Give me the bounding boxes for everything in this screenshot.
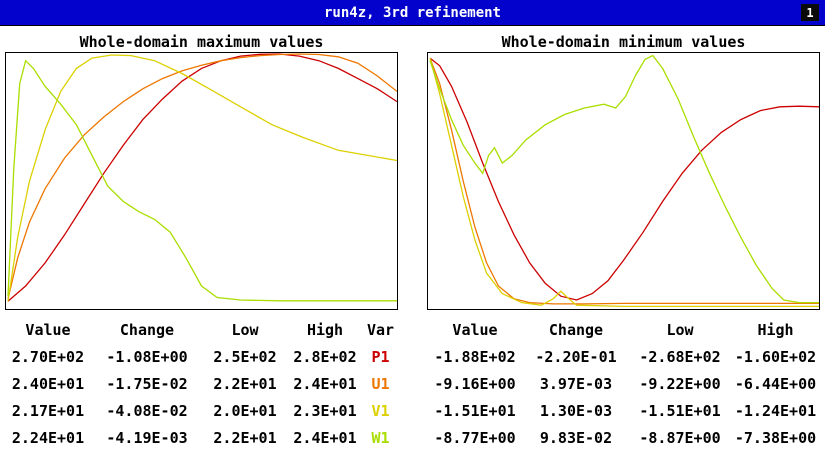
table-cell: 2.4E+01 (293, 428, 357, 447)
window-title: run4z, 3rd refinement (323, 4, 501, 21)
var-label-W1: W1 (371, 428, 390, 447)
table-header-value: Value (452, 320, 498, 339)
table-cell: 2.5E+02 (213, 347, 277, 366)
table-cell: -2.20E-01 (535, 347, 617, 366)
table-header-low: Low (231, 320, 259, 339)
table-cell: -9.22E+00 (639, 374, 721, 393)
table-cell: 2.17E+01 (11, 401, 85, 420)
table-cell: 2.2E+01 (213, 374, 277, 393)
table-cell: -4.08E-02 (106, 401, 188, 420)
table-header-value: Value (25, 320, 71, 339)
series-line-U1 (429, 57, 819, 305)
table-cell: -4.19E-03 (106, 428, 188, 447)
table-cell: 1.30E-03 (539, 401, 613, 420)
min-chart-canvas (429, 54, 819, 308)
table-header-low: Low (666, 320, 694, 339)
table-cell: -1.88E+02 (434, 347, 516, 366)
var-label-V1: V1 (371, 401, 390, 420)
var-label-U1: U1 (371, 374, 390, 393)
table-cell: 2.70E+02 (11, 347, 85, 366)
titlebar: run4z, 3rd refinement 1 (0, 0, 825, 26)
min-chart-title: Whole-domain minimum values (501, 33, 746, 51)
series-line-U1 (7, 53, 397, 299)
table-cell: -1.60E+02 (734, 347, 817, 366)
table-cell: -1.51E+01 (434, 401, 516, 420)
max-chart-plot (5, 52, 398, 310)
charts-row: Whole-domain maximum values Value Change L… (0, 32, 825, 451)
table-cell: -8.77E+00 (434, 428, 516, 447)
table-cell: -2.68E+02 (639, 347, 721, 366)
table-header-change: Change (119, 320, 175, 339)
table-cell: -8.87E+00 (639, 428, 721, 447)
series-line-P1 (7, 53, 397, 302)
page-indicator-button[interactable]: 1 (801, 4, 819, 21)
table-header-var: Var (366, 320, 395, 339)
table-cell: -1.08E+00 (106, 347, 188, 366)
table-cell: 2.2E+01 (213, 428, 277, 447)
max-chart-section: Whole-domain maximum values Value Change L… (5, 32, 398, 451)
max-chart-canvas (7, 53, 397, 302)
table-cell: 2.4E+01 (293, 374, 357, 393)
series-line-W1 (7, 59, 397, 302)
min-chart-section: Whole-domain minimum values Value Change L… (427, 32, 820, 451)
table-header-high: High (306, 320, 344, 339)
table-header-change: Change (548, 320, 604, 339)
min-values-table: Value Change Low High -1.88E+02 -2.20E-01 -2.6… (427, 316, 820, 451)
table-cell: 2.24E+01 (11, 428, 85, 447)
var-label-P1: P1 (371, 347, 390, 366)
max-values-table: Value Change Low High Var 2.70E+02 -1.08E+00 2.… (5, 316, 398, 451)
series-line-V1 (7, 54, 397, 302)
table-cell: 2.40E+01 (11, 374, 85, 393)
series-line-W1 (429, 54, 819, 304)
table-cell: 2.3E+01 (293, 401, 357, 420)
max-chart-title: Whole-domain maximum values (79, 33, 324, 51)
series-line-V1 (429, 57, 819, 308)
series-line-P1 (429, 57, 819, 301)
table-cell: 9.83E-02 (539, 428, 613, 447)
table-cell: -1.51E+01 (639, 401, 721, 420)
min-chart-plot (427, 52, 820, 310)
table-cell: -9.16E+00 (434, 374, 516, 393)
table-cell: -1.24E+01 (734, 401, 817, 420)
table-cell: 2.0E+01 (213, 401, 277, 420)
table-cell: -1.75E-02 (106, 374, 188, 393)
table-cell: 2.8E+02 (293, 347, 357, 366)
table-cell: 3.97E-03 (539, 374, 613, 393)
table-cell: -6.44E+00 (734, 374, 817, 393)
table-cell: -7.38E+00 (734, 428, 817, 447)
table-header-high: High (757, 320, 794, 339)
